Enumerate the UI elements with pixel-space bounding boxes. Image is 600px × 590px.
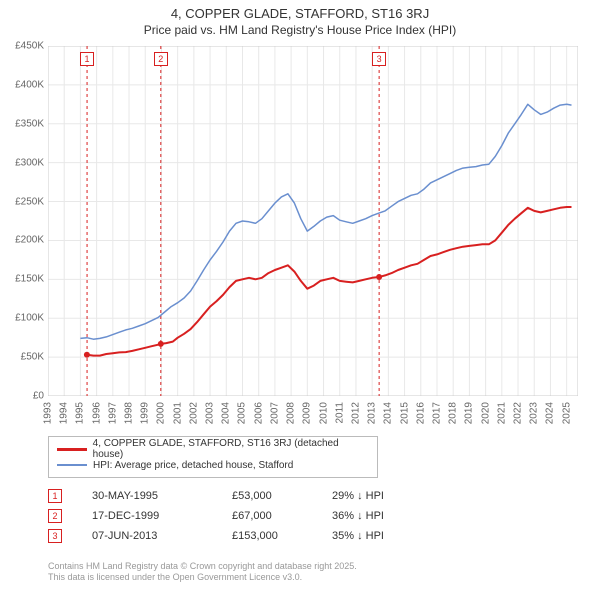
x-tick-label: 2015 — [399, 402, 410, 424]
x-tick-label: 2003 — [205, 402, 216, 424]
x-tick-label: 2019 — [464, 402, 475, 424]
title-block: 4, COPPER GLADE, STAFFORD, ST16 3RJ Pric… — [0, 0, 600, 37]
sale-marker-3: 3 — [372, 52, 386, 66]
x-tick-label: 2010 — [318, 402, 329, 424]
footer: Contains HM Land Registry data © Crown c… — [48, 561, 357, 584]
x-tick-label: 2018 — [448, 402, 459, 424]
legend-label-property: 4, COPPER GLADE, STAFFORD, ST16 3RJ (det… — [93, 438, 369, 460]
sales-table: 1 30-MAY-1995£53,00029% ↓ HPI 2 17-DEC-1999… — [48, 486, 548, 546]
chart-title: 4, COPPER GLADE, STAFFORD, ST16 3RJ — [0, 6, 600, 21]
x-tick-label: 2005 — [237, 402, 248, 424]
x-tick-label: 1998 — [124, 402, 135, 424]
x-tick-label: 1995 — [75, 402, 86, 424]
x-tick-label: 2022 — [513, 402, 524, 424]
x-tick-label: 1999 — [140, 402, 151, 424]
x-tick-label: 2014 — [383, 402, 394, 424]
x-tick-label: 2001 — [172, 402, 183, 424]
legend: 4, COPPER GLADE, STAFFORD, ST16 3RJ (det… — [48, 436, 378, 478]
sales-row: 2 17-DEC-1999£67,00036% ↓ HPI — [48, 506, 548, 526]
legend-label-hpi: HPI: Average price, detached house, Staf… — [93, 460, 293, 471]
y-tick-label: £250K — [15, 196, 44, 207]
sales-date: 07-JUN-2013 — [92, 530, 232, 542]
x-tick-label: 2000 — [156, 402, 167, 424]
sales-price: £153,000 — [232, 530, 332, 542]
y-tick-label: £350K — [15, 118, 44, 129]
footer-line-1: Contains HM Land Registry data © Crown c… — [48, 561, 357, 573]
x-tick-label: 2008 — [286, 402, 297, 424]
sales-diff: 35% ↓ HPI — [332, 530, 432, 542]
x-tick-label: 2017 — [431, 402, 442, 424]
x-tick-label: 1996 — [91, 402, 102, 424]
sales-price: £53,000 — [232, 490, 332, 502]
y-tick-label: £150K — [15, 274, 44, 285]
sales-diff: 36% ↓ HPI — [332, 510, 432, 522]
x-tick-label: 1997 — [107, 402, 118, 424]
x-tick-label: 2025 — [561, 402, 572, 424]
x-tick-label: 2007 — [269, 402, 280, 424]
chart-subtitle: Price paid vs. HM Land Registry's House … — [0, 23, 600, 37]
x-tick-label: 2016 — [415, 402, 426, 424]
chart-svg — [48, 46, 578, 396]
sales-marker: 3 — [48, 529, 62, 543]
x-tick-label: 2012 — [350, 402, 361, 424]
x-tick-label: 2004 — [221, 402, 232, 424]
sales-marker: 1 — [48, 489, 62, 503]
x-tick-label: 2024 — [545, 402, 556, 424]
x-tick-label: 2011 — [334, 402, 345, 424]
y-tick-label: £0 — [33, 391, 44, 402]
sale-marker-1: 1 — [80, 52, 94, 66]
sales-row: 1 30-MAY-1995£53,00029% ↓ HPI — [48, 486, 548, 506]
sales-diff: 29% ↓ HPI — [332, 490, 432, 502]
sales-price: £67,000 — [232, 510, 332, 522]
sales-date: 17-DEC-1999 — [92, 510, 232, 522]
x-tick-label: 2023 — [529, 402, 540, 424]
x-tick-label: 2002 — [188, 402, 199, 424]
x-tick-label: 1993 — [43, 402, 54, 424]
x-tick-label: 2020 — [480, 402, 491, 424]
x-tick-label: 2021 — [496, 402, 507, 424]
y-tick-label: £100K — [15, 313, 44, 324]
y-tick-label: £450K — [15, 41, 44, 52]
legend-item-property: 4, COPPER GLADE, STAFFORD, ST16 3RJ (det… — [57, 441, 369, 457]
x-tick-label: 2013 — [367, 402, 378, 424]
legend-swatch-property — [57, 448, 87, 451]
legend-swatch-hpi — [57, 464, 87, 466]
sales-row: 3 07-JUN-2013£153,00035% ↓ HPI — [48, 526, 548, 546]
y-tick-label: £50K — [21, 352, 44, 363]
sales-date: 30-MAY-1995 — [92, 490, 232, 502]
chart-container: 4, COPPER GLADE, STAFFORD, ST16 3RJ Pric… — [0, 0, 600, 590]
y-tick-label: £400K — [15, 79, 44, 90]
chart-area: £0£50K£100K£150K£200K£250K£300K£350K£400… — [48, 46, 578, 396]
y-tick-label: £200K — [15, 235, 44, 246]
sales-marker: 2 — [48, 509, 62, 523]
sale-marker-2: 2 — [154, 52, 168, 66]
footer-line-2: This data is licensed under the Open Gov… — [48, 572, 357, 584]
x-tick-label: 2009 — [302, 402, 313, 424]
y-tick-label: £300K — [15, 157, 44, 168]
x-tick-label: 2006 — [253, 402, 264, 424]
x-tick-label: 1994 — [59, 402, 70, 424]
